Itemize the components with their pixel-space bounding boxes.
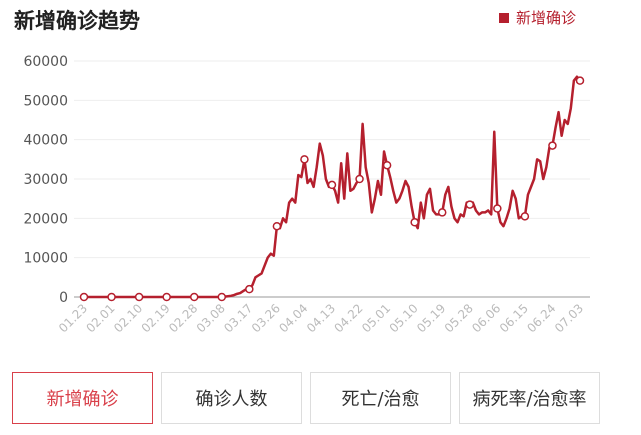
- y-tick-label: 10000: [23, 251, 68, 267]
- y-tick-label: 60000: [23, 54, 68, 70]
- y-tick-label: 40000: [23, 133, 68, 149]
- tab-button[interactable]: 死亡/治愈: [310, 372, 451, 424]
- x-tick-label: 04.04: [276, 301, 310, 335]
- x-tick-label: 03.26: [249, 301, 283, 335]
- x-tick-label: 05.10: [387, 301, 421, 335]
- x-tick-label: 05.19: [414, 301, 448, 335]
- point-marker: [134, 292, 144, 302]
- y-tick-label: 30000: [23, 172, 68, 188]
- chart: 新增确诊趋势 0 10000 20000 30000 40000 50000 60000 01…: [14, 9, 590, 335]
- point-marker: [327, 180, 337, 190]
- x-tick-label: 03.17: [221, 301, 255, 335]
- legend-swatch: [499, 13, 509, 23]
- point-marker: [245, 284, 254, 294]
- tab-bar: 新增确诊 确诊人数 死亡/治愈 病死率/治愈率: [12, 372, 600, 424]
- point-marker: [355, 174, 364, 184]
- point-marker: [217, 292, 227, 302]
- x-tick-label: 06.15: [497, 301, 531, 335]
- x-tick-label: 05.01: [359, 301, 393, 335]
- point-marker: [162, 292, 171, 302]
- chart-title: 新增确诊趋势: [14, 9, 140, 33]
- point-marker: [437, 208, 447, 217]
- tab-button[interactable]: 确诊人数: [161, 372, 302, 424]
- x-tick-label: 02.10: [111, 301, 145, 335]
- x-tick-label: 02.28: [166, 301, 200, 335]
- point-marker: [79, 292, 89, 302]
- point-marker: [493, 204, 502, 213]
- x-tick-label: 02.01: [83, 301, 117, 335]
- y-tick-label: 0: [59, 290, 68, 306]
- point-marker: [272, 221, 282, 231]
- point-marker: [520, 212, 530, 221]
- x-tick-label: 01.23: [56, 301, 90, 335]
- point-marker: [410, 218, 419, 227]
- x-tick-label: 07.03: [552, 301, 586, 335]
- point-marker: [575, 76, 585, 85]
- y-tick-label: 50000: [23, 93, 68, 109]
- x-tick-label: 05.28: [442, 301, 476, 335]
- legend-label: 新增确诊: [516, 9, 576, 27]
- y-tick-label: 20000: [23, 211, 68, 227]
- point-marker: [465, 200, 475, 209]
- point-marker: [107, 292, 116, 302]
- x-tick-label: 02.19: [139, 301, 173, 335]
- x-tick-label: 06.24: [524, 301, 558, 335]
- x-tick-label: 04.22: [331, 301, 365, 335]
- x-tick-label: 04.13: [304, 301, 338, 335]
- x-tick-label: 06.06: [469, 301, 503, 335]
- point-marker: [300, 155, 309, 164]
- x-tick-label: 03.08: [194, 301, 228, 335]
- point-marker: [548, 141, 557, 150]
- tab-button[interactable]: 病死率/治愈率: [459, 372, 600, 424]
- point-marker: [189, 292, 199, 302]
- point-marker: [382, 160, 392, 170]
- tab-button[interactable]: 新增确诊: [12, 372, 153, 424]
